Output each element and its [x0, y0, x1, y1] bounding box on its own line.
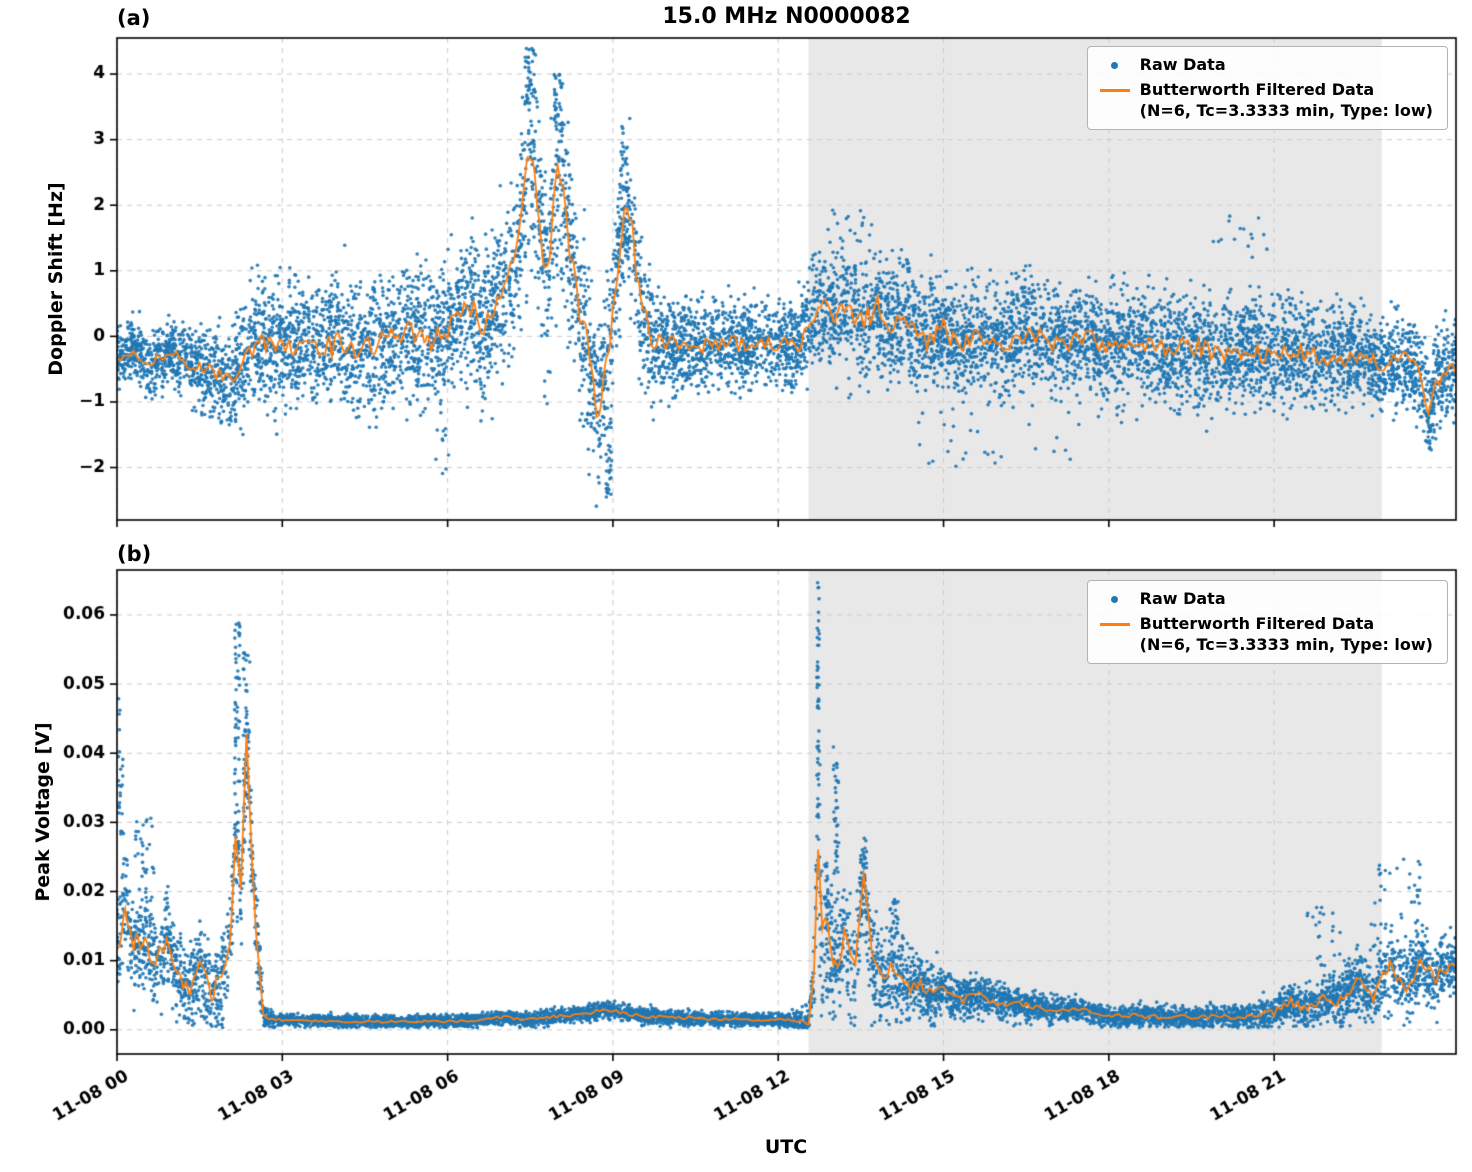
legend-raw-label: Raw Data [1139, 589, 1226, 608]
panel-label-a: (a) [117, 6, 151, 30]
legend-filtered-label-line1: Butterworth Filtered Data [1139, 613, 1375, 633]
legend-entry-filtered: Butterworth Filtered Data (N=6, Tc=3.333… [1098, 614, 1433, 656]
raw-data-marker [1098, 55, 1132, 69]
legend-raw-label: Raw Data [1139, 55, 1226, 74]
legend-entry-raw: Raw Data [1098, 589, 1433, 610]
panel-label-b: (b) [117, 542, 152, 566]
figure-title: 15.0 MHz N0000082 [662, 4, 911, 29]
legend-entry-raw: Raw Data [1098, 55, 1433, 76]
y-axis-label-voltage: Peak Voltage [V] [32, 722, 54, 902]
legend-filtered-label: Butterworth Filtered Data (N=6, Tc=3.333… [1140, 614, 1433, 656]
legend-a: Raw Data Butterworth Filtered Data (N=6,… [1086, 46, 1448, 131]
legend-filtered-label-line1: Butterworth Filtered Data [1139, 79, 1375, 99]
legend-b: Raw Data Butterworth Filtered Data (N=6,… [1086, 580, 1448, 665]
filtered-line-marker [1098, 614, 1132, 626]
legend-filtered-label-line2: (N=6, Tc=3.3333 min, Type: low) [1139, 100, 1433, 120]
filtered-line-marker [1098, 80, 1132, 92]
y-axis-label-doppler: Doppler Shift [Hz] [45, 182, 67, 376]
raw-data-marker [1098, 589, 1132, 603]
legend-entry-filtered: Butterworth Filtered Data (N=6, Tc=3.333… [1098, 80, 1433, 122]
legend-filtered-label: Butterworth Filtered Data (N=6, Tc=3.333… [1140, 80, 1433, 122]
legend-filtered-label-line2: (N=6, Tc=3.3333 min, Type: low) [1139, 634, 1433, 654]
x-axis-label: UTC [764, 1136, 808, 1158]
